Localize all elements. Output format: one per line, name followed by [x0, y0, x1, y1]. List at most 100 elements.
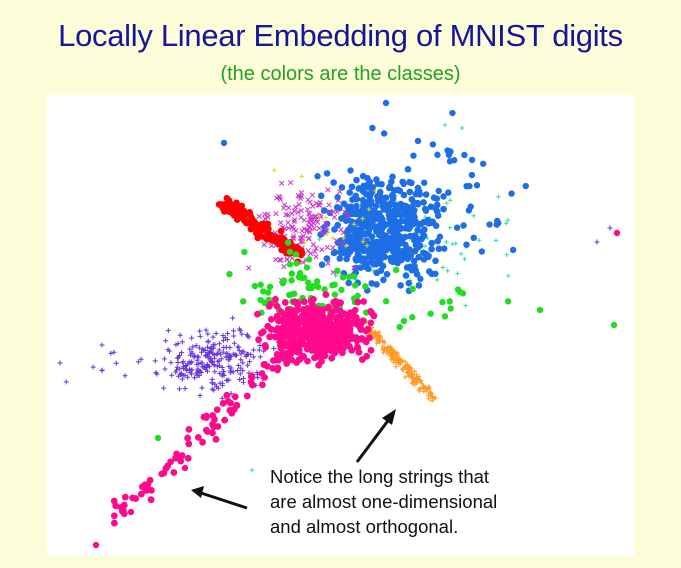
scatter-point	[300, 340, 308, 348]
scatter-point	[165, 328, 171, 334]
scatter-point	[433, 195, 441, 202]
scatter-point	[306, 211, 312, 217]
scatter-point	[345, 273, 353, 280]
scatter-point	[110, 512, 118, 520]
scatter-point	[391, 349, 396, 355]
scatter-point	[339, 339, 347, 347]
scatter-point	[382, 246, 390, 253]
scatter-point	[282, 350, 290, 357]
scatter-point	[179, 376, 185, 382]
scatter-point	[493, 238, 499, 243]
scatter-point	[344, 245, 351, 253]
scatter-point	[192, 353, 198, 359]
scatter-point	[188, 360, 194, 366]
scatter-point	[330, 329, 337, 337]
scatter-point	[425, 236, 430, 241]
scatter-point	[179, 350, 185, 356]
scatter-point	[293, 325, 300, 333]
scatter-point	[202, 412, 210, 420]
scatter-point	[370, 260, 377, 268]
scatter-point	[189, 359, 195, 365]
scatter-point	[341, 319, 349, 327]
scatter-point	[90, 364, 96, 370]
scatter-point	[205, 331, 211, 337]
scatter-point	[478, 248, 486, 255]
scatter-point	[327, 209, 333, 215]
scatter-point	[199, 438, 206, 446]
scatter-point	[262, 216, 268, 222]
scatter-point	[337, 189, 343, 195]
scatter-point	[376, 329, 382, 335]
scatter-point	[230, 369, 236, 375]
scatter-point	[295, 356, 303, 364]
scatter-point	[144, 486, 152, 494]
scatter-point	[407, 372, 412, 378]
scatter-point	[287, 343, 295, 350]
scatter-point	[373, 188, 378, 194]
scatter-point	[235, 363, 241, 369]
scatter-point	[286, 261, 294, 268]
scatter-point	[209, 429, 216, 437]
scatter-point	[257, 296, 264, 304]
scatter-point	[461, 151, 468, 159]
scatter-point	[342, 216, 350, 223]
scatter-point	[287, 179, 294, 186]
annotation-line: and almost orthogonal.	[270, 516, 459, 537]
scatter-point	[536, 306, 544, 314]
scatter-point	[323, 170, 331, 177]
scatter-point	[373, 269, 381, 277]
scatter-point	[254, 310, 261, 318]
scatter-point	[241, 211, 248, 218]
scatter-point	[316, 326, 324, 334]
scatter-point	[432, 270, 439, 277]
scatter-point	[423, 385, 429, 391]
scatter-point	[307, 214, 314, 221]
scatter-point	[348, 335, 356, 343]
scatter-point	[281, 299, 289, 306]
scatter-point	[212, 435, 220, 443]
scatter-point	[412, 368, 417, 374]
scatter-point	[226, 363, 232, 369]
scatter-point	[321, 334, 329, 341]
scatter-point	[479, 160, 487, 167]
scatter-point	[353, 245, 361, 252]
scatter-point	[294, 301, 302, 309]
scatter-point	[203, 327, 209, 333]
scatter-point	[283, 212, 289, 218]
scatter-point	[273, 302, 281, 310]
scatter-point	[185, 440, 193, 448]
scatter-point	[305, 236, 312, 242]
scatter-point	[368, 309, 376, 317]
scatter-point	[307, 229, 313, 235]
scatter-point	[178, 371, 184, 377]
scatter-point	[199, 360, 205, 366]
scatter-point	[217, 370, 223, 376]
scatter-point	[340, 229, 347, 236]
scatter-point	[257, 342, 263, 348]
scatter-point	[207, 357, 213, 363]
scatter-point	[303, 264, 311, 271]
scatter-point	[304, 357, 311, 365]
scatter-point	[354, 232, 362, 239]
scatter-point	[433, 395, 438, 401]
scatter-point	[408, 266, 416, 274]
scatter-point	[414, 372, 419, 378]
scatter-point	[446, 298, 453, 305]
scatter-point	[327, 335, 335, 343]
scatter-point	[359, 317, 367, 325]
scatter-point	[251, 282, 259, 290]
scatter-point	[262, 234, 270, 242]
scatter-point	[364, 243, 370, 248]
scatter-point	[299, 174, 304, 179]
scatter-point	[380, 130, 388, 137]
scatter-point	[269, 364, 277, 372]
scatter-point	[281, 333, 288, 341]
scatter-point	[204, 361, 210, 367]
scatter-point	[177, 332, 183, 338]
scatter-point	[476, 237, 482, 243]
scatter-point	[297, 235, 304, 241]
scatter-point	[267, 315, 275, 323]
scatter-point	[287, 335, 295, 343]
scatter-point	[307, 216, 314, 222]
scatter-point	[333, 238, 340, 244]
